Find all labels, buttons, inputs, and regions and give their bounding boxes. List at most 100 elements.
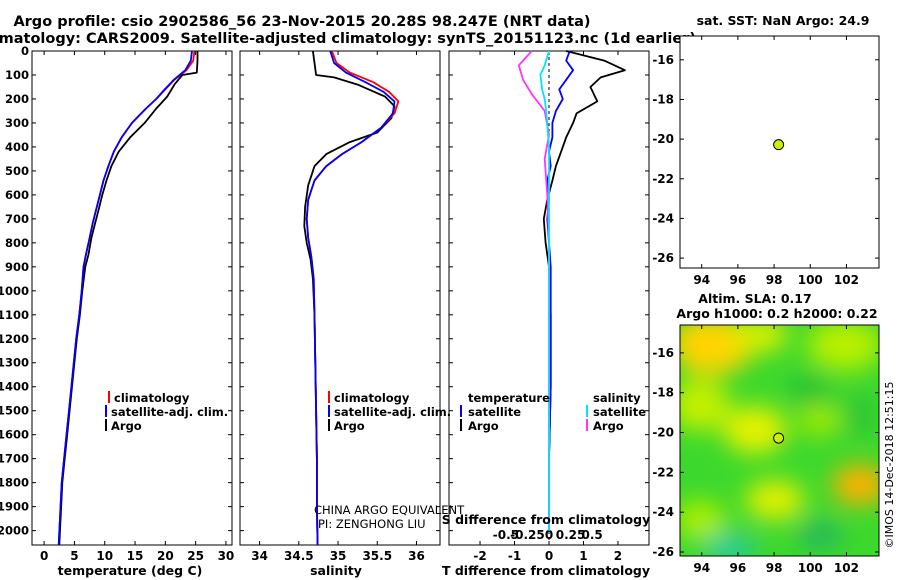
x-tick-label: 5 bbox=[70, 549, 78, 563]
s-difference-xlabel: S difference from climatology bbox=[442, 512, 651, 527]
map-x-tick-label: 94 bbox=[693, 273, 710, 287]
x-tick-label: 35.5 bbox=[362, 549, 392, 563]
figure-title-line2: Climatology: CARS2009. Satellite-adjuste… bbox=[0, 31, 696, 47]
sla-map-title: Altim. SLA: 0.17 bbox=[698, 291, 811, 306]
series-temperature-argo bbox=[542, 50, 626, 531]
imos-stamp: ©IMOS 14-Dec-2018 12:51:15 bbox=[883, 382, 896, 549]
s-tick-label: -0.5 bbox=[493, 528, 519, 542]
sla-blob bbox=[680, 379, 730, 431]
map-y-tick-label: -24 bbox=[652, 505, 674, 519]
legend-temperature-heading: temperature bbox=[468, 391, 550, 405]
figure-title-line1: Argo profile: csio 2902586_56 23-Nov-201… bbox=[13, 14, 590, 30]
legend-t-satellite-label: satellite bbox=[468, 405, 521, 419]
x-tick-label: 0 bbox=[40, 549, 48, 563]
map-x-tick-label: 96 bbox=[730, 273, 747, 287]
x-tick-label: 35 bbox=[330, 549, 347, 563]
sla-map-subtitle: Argo h1000: 0.2 h2000: 0.22 bbox=[676, 306, 877, 321]
x-tick-label: 36 bbox=[408, 549, 425, 563]
s-tick-label: 0.5 bbox=[581, 528, 602, 542]
pi-annotation: PI: ZENGHONG LIU bbox=[318, 517, 426, 531]
depth-tick-label: 1200 bbox=[0, 332, 29, 346]
depth-tick-label: 2000 bbox=[0, 524, 29, 538]
depth-tick-label: 1600 bbox=[0, 428, 29, 442]
depth-tick-label: 1000 bbox=[0, 284, 29, 298]
map-y-tick-label: -24 bbox=[652, 211, 674, 225]
series-climatology bbox=[305, 50, 400, 546]
depth-tick-label: 0 bbox=[21, 44, 29, 58]
x-tick-label: 30 bbox=[218, 549, 235, 563]
argo-float-marker bbox=[773, 432, 785, 444]
depth-tick-label: 100 bbox=[5, 68, 29, 82]
sst-map: 94 96 98 100 102 -16 -18 -20 -22 -24 -26 bbox=[652, 36, 879, 287]
series-satellite-adj-clim- bbox=[305, 50, 396, 546]
series-argo bbox=[58, 51, 199, 546]
x-tick-label: 0 bbox=[545, 549, 553, 563]
x-tick-label: -2 bbox=[473, 549, 486, 563]
x-tick-label: 25 bbox=[187, 549, 204, 563]
map-y-tick-label: -16 bbox=[652, 346, 674, 360]
series-salinity-satellite bbox=[539, 50, 550, 531]
legend-climatology-label: climatology bbox=[334, 391, 410, 405]
legend-argo-label: Argo bbox=[334, 419, 365, 433]
t-difference-xlabel: T difference from climatology bbox=[442, 563, 650, 578]
map-y-tick-label: -22 bbox=[652, 172, 674, 186]
legend-satellite-label: satellite-adj. clim. bbox=[334, 405, 451, 419]
legend-s-argo-label: Argo bbox=[593, 419, 624, 433]
x-tick-label: -1 bbox=[508, 549, 521, 563]
depth-tick-label: 200 bbox=[5, 92, 29, 106]
program-annotation: CHINA ARGO EQUIVALENT bbox=[314, 503, 465, 517]
depth-tick-label: 700 bbox=[5, 212, 29, 226]
map-x-tick-label: 96 bbox=[730, 561, 747, 575]
depth-tick-label: 1100 bbox=[0, 308, 29, 322]
series-temperature-satellite bbox=[546, 50, 574, 531]
map-x-tick-label: 94 bbox=[693, 561, 710, 575]
s-tick-label: -0.25 bbox=[510, 528, 545, 542]
sla-blob bbox=[723, 406, 787, 454]
depth-tick-label: 300 bbox=[5, 116, 29, 130]
legend-salinity-heading: salinity bbox=[593, 391, 641, 405]
series-salinity-argo bbox=[517, 50, 550, 531]
series-satellite-adj-clim- bbox=[57, 50, 193, 546]
sst-map-title: sat. SST: NaN Argo: 24.9 bbox=[697, 13, 870, 28]
map-y-tick-label: -16 bbox=[652, 53, 674, 67]
depth-tick-label: 600 bbox=[5, 188, 29, 202]
s-tick-label: 0 bbox=[545, 528, 553, 542]
depth-tick-label: 1700 bbox=[0, 452, 29, 466]
temperature-xlabel: temperature (deg C) bbox=[58, 563, 203, 578]
series-argo bbox=[303, 50, 396, 546]
salinity-legend: climatology satellite-adj. clim. Argo bbox=[328, 391, 451, 433]
sla-blob bbox=[788, 376, 832, 404]
map-y-tick-label: -18 bbox=[652, 386, 674, 400]
depth-tick-label: 1900 bbox=[0, 500, 29, 514]
depth-tick-label: 1800 bbox=[0, 476, 29, 490]
legend-t-argo-label: Argo bbox=[468, 419, 499, 433]
depth-tick-label: 1500 bbox=[0, 404, 29, 418]
depth-tick-label: 500 bbox=[5, 164, 29, 178]
depth-axis: 0 100 200 300 400 500 600 700 800 900 1000 1100 1200… bbox=[0, 44, 649, 538]
map-x-tick-label: 98 bbox=[766, 273, 783, 287]
depth-tick-label: 1400 bbox=[0, 380, 29, 394]
depth-tick-label: 800 bbox=[5, 236, 29, 250]
sst-map-axes bbox=[679, 35, 880, 269]
legend-satellite-label: satellite-adj. clim. bbox=[111, 405, 228, 419]
temperature-plot: 0 5 10 15 20 25 30 bbox=[40, 50, 235, 563]
temperature-legend: climatology satellite-adj. clim. Argo bbox=[105, 391, 228, 433]
sla-blob bbox=[798, 404, 842, 436]
legend-s-satellite-label: satellite bbox=[593, 405, 646, 419]
x-tick-label: 34.5 bbox=[284, 549, 314, 563]
sla-blob bbox=[704, 536, 756, 556]
legend-argo-label: Argo bbox=[111, 419, 142, 433]
salinity-xlabel: salinity bbox=[310, 563, 362, 578]
series-climatology bbox=[57, 50, 196, 546]
sla-blob bbox=[832, 465, 879, 505]
sla-map: 94 96 98 100 102 -16 -18 -20 -22 -24 -26 bbox=[652, 325, 879, 575]
salinity-axes bbox=[239, 50, 441, 546]
map-y-tick-label: -26 bbox=[652, 251, 674, 265]
sla-blob bbox=[680, 500, 726, 540]
map-x-tick-label: 98 bbox=[766, 561, 783, 575]
sla-blob bbox=[745, 480, 805, 520]
x-tick-label: 34 bbox=[251, 549, 268, 563]
x-tick-label: 2 bbox=[614, 549, 622, 563]
x-tick-label: 1 bbox=[579, 549, 587, 563]
